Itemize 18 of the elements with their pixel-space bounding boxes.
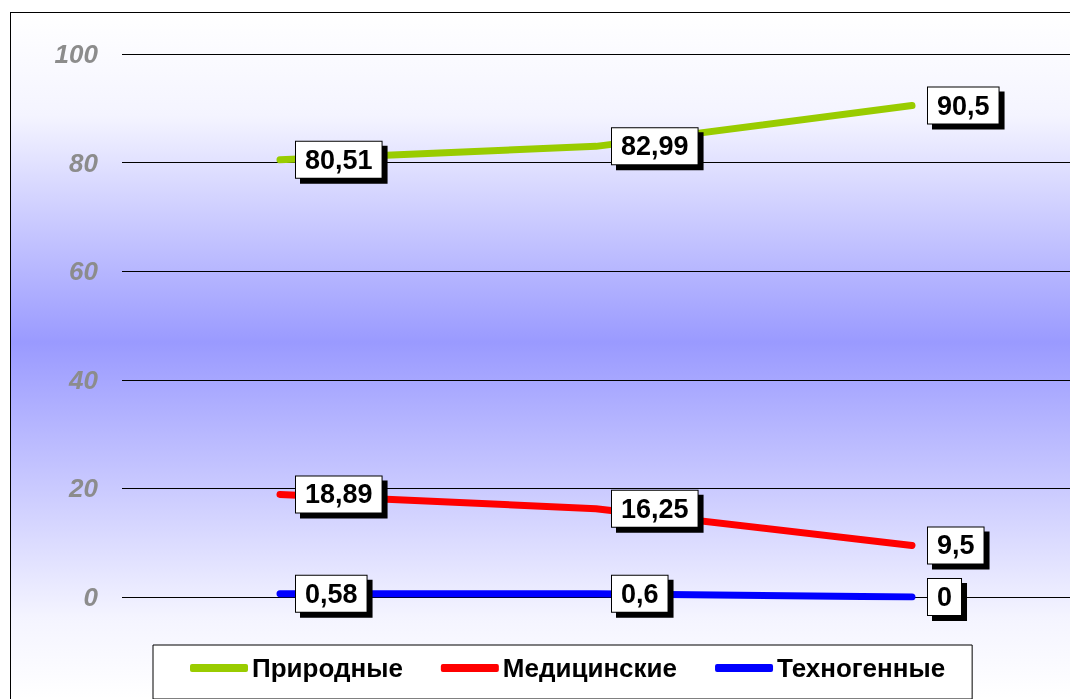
y-tick-label: 80 [69,147,99,178]
data-label: 9,5 [937,530,975,561]
legend-label: Медицинские [502,653,678,683]
y-tick-label: 40 [68,364,99,395]
data-label: 0 [937,582,953,612]
data-label: 82,99 [621,131,689,162]
legend-label: Природные [252,653,403,683]
data-label: 18,89 [305,479,373,510]
data-label: 80,51 [305,144,373,175]
y-tick-label: 60 [69,256,99,287]
data-label: 0,6 [621,578,659,609]
y-tick-label: 100 [54,39,99,69]
data-label: 16,25 [621,493,689,524]
y-tick-label: 20 [68,473,99,504]
data-label: 90,5 [937,90,990,121]
y-tick-label: 0 [83,582,99,612]
legend-label: Техногенные [777,653,946,683]
data-label: 0,58 [305,578,358,609]
